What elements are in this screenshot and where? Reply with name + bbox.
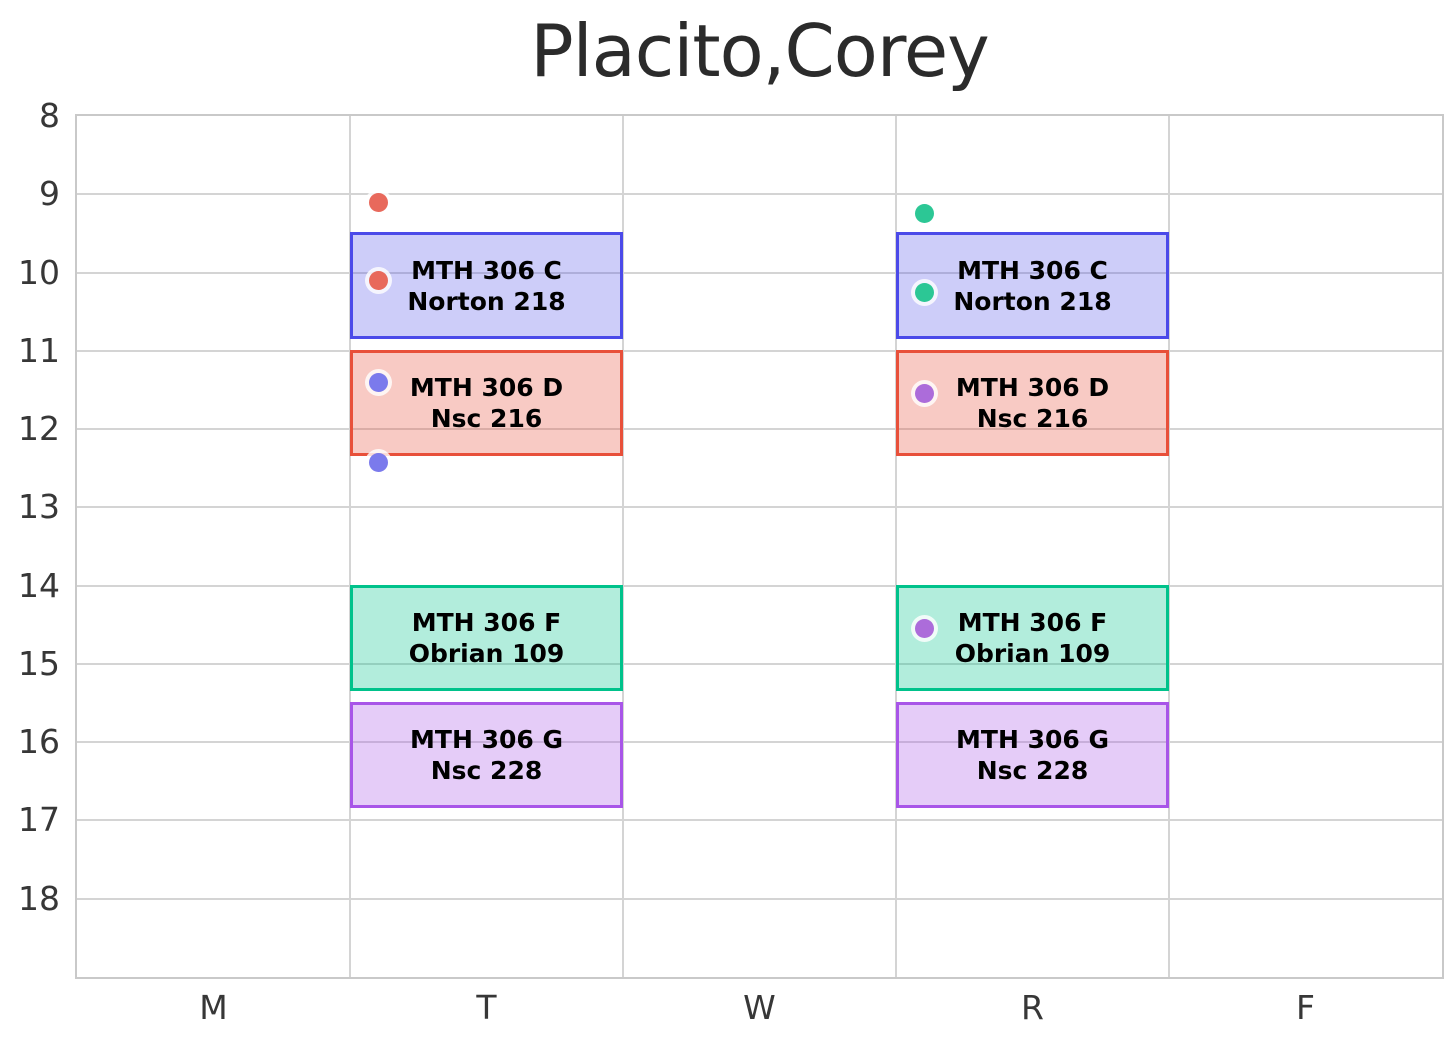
course-block: MTH 306 D Nsc 216 (896, 349, 1169, 457)
course-room-label: Obrian 109 (954, 638, 1111, 668)
y-tick-label: 8 (39, 96, 60, 135)
scatter-dot (369, 193, 389, 213)
day-gridline (895, 116, 897, 977)
course-name-label: MTH 306 F (957, 607, 1108, 637)
course-room-label: Norton 218 (407, 286, 566, 316)
scatter-dot (369, 270, 389, 290)
course-name-label: MTH 306 D (409, 372, 564, 402)
course-name-label: MTH 306 G (956, 725, 1109, 755)
y-tick-label: 11 (18, 330, 60, 370)
course-room-label: Nsc 216 (430, 403, 543, 433)
course-room-label: Obrian 109 (408, 638, 565, 668)
y-tick-label: 16 (18, 722, 60, 762)
y-tick-label: 18 (18, 878, 60, 918)
course-block: MTH 306 G Nsc 228 (350, 702, 623, 809)
x-tick-label-f: F (1296, 988, 1315, 1027)
hour-gridline (77, 662, 1442, 665)
course-block: MTH 306 C Norton 218 (896, 232, 1169, 339)
x-tick-label-w: W (743, 988, 776, 1027)
scatter-dot (369, 372, 389, 392)
x-tick-label-t: T (476, 988, 497, 1027)
x-tick-label-m: M (199, 988, 228, 1027)
course-room-label: Nsc 216 (976, 403, 1089, 433)
scatter-dot (915, 619, 935, 639)
course-block: MTH 306 F Obrian 109 (896, 584, 1169, 691)
course-name-label: MTH 306 D (955, 372, 1110, 402)
course-room-label: Norton 218 (953, 286, 1112, 316)
scatter-dot (915, 204, 935, 224)
y-tick-label: 9 (39, 174, 60, 214)
hour-gridline (77, 193, 1442, 196)
y-tick-label: 12 (18, 409, 60, 449)
y-tick-label: 13 (18, 487, 60, 527)
hour-gridline (77, 741, 1442, 744)
course-name-label: MTH 306 C (957, 255, 1108, 285)
hour-gridline (77, 897, 1442, 900)
course-name-label: MTH 306 G (410, 725, 563, 755)
chart-title: Placito,Corey (530, 9, 990, 93)
hour-gridline (77, 349, 1442, 352)
y-tick-label: 14 (18, 565, 60, 605)
scatter-dot (915, 384, 935, 404)
course-name-label: MTH 306 F (411, 607, 562, 637)
course-block: MTH 306 D Nsc 216 (350, 349, 623, 457)
hour-gridline (77, 271, 1442, 274)
x-tick-label-r: R (1021, 988, 1044, 1027)
course-room-label: Nsc 228 (976, 756, 1089, 786)
y-tick-label: 17 (18, 800, 60, 840)
plot-area: MTH 306 C Norton 218 MTH 306 D Nsc 216 MTH 3… (75, 114, 1444, 979)
y-tick-label: 10 (18, 252, 60, 292)
course-room-label: Nsc 228 (430, 756, 543, 786)
hour-gridline (77, 819, 1442, 822)
course-name-label: MTH 306 C (411, 255, 562, 285)
hour-gridline (77, 428, 1442, 431)
y-tick-label: 15 (18, 643, 60, 683)
course-block: MTH 306 C Norton 218 (350, 232, 623, 339)
course-block: MTH 306 G Nsc 228 (896, 702, 1169, 809)
hour-gridline (77, 506, 1442, 509)
hour-gridline (77, 584, 1442, 587)
day-gridline (349, 116, 351, 977)
day-gridline (1168, 116, 1170, 977)
course-block: MTH 306 F Obrian 109 (350, 584, 623, 691)
scatter-dot (369, 453, 389, 473)
scatter-dot (915, 283, 935, 303)
day-gridline (622, 116, 624, 977)
